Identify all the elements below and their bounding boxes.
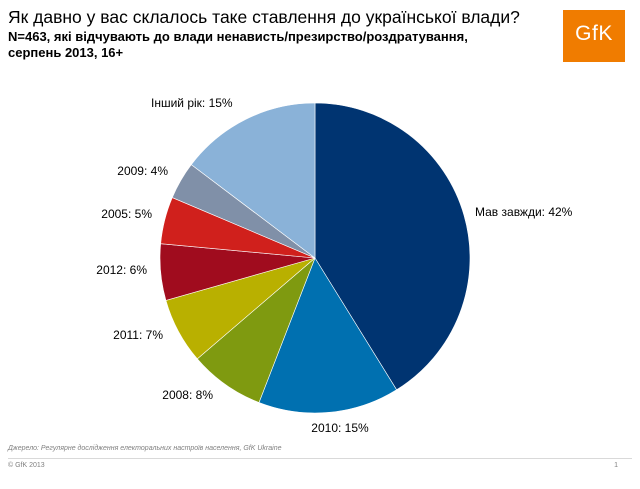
source-note: Джерело: Регулярне дослідження електорал… (8, 445, 282, 452)
pie-label-4: 2012: 6% (96, 263, 147, 277)
pie-label-7: Інший рік: 15% (151, 96, 233, 110)
logo-text: GfK (575, 22, 613, 45)
pie-slice-0 (314, 102, 471, 391)
pie-label-0: Мав завжди: 42% (475, 205, 573, 219)
pie-label-5: 2005: 5% (101, 207, 152, 221)
pie-slice-1 (258, 257, 398, 414)
pie-label-6: 2009: 4% (117, 164, 168, 178)
pie-labels: Мав завжди: 42% 2010: 15% 2008: 8% 2011: 7%… (96, 96, 572, 435)
chart-title: Як давно у вас склалось таке ставлення д… (8, 7, 520, 27)
pie-label-1: 2010: 15% (311, 421, 369, 435)
pie-slices (159, 102, 471, 414)
copyright: © GfK 2013 (8, 462, 45, 469)
pie-slice-7 (190, 102, 316, 259)
gfk-logo: GfK (563, 10, 625, 62)
page-number: 1 (614, 462, 618, 469)
pie-label-3: 2011: 7% (113, 328, 163, 342)
chart-subtitle: N=463, які відчувають до влади ненависть… (8, 29, 468, 61)
footer-divider (8, 458, 632, 459)
subtitle-line-1: N=463, які відчувають до влади ненависть… (8, 29, 468, 44)
pie-label-2: 2008: 8% (162, 388, 213, 402)
subtitle-line-2: серпень 2013, 16+ (8, 45, 124, 60)
